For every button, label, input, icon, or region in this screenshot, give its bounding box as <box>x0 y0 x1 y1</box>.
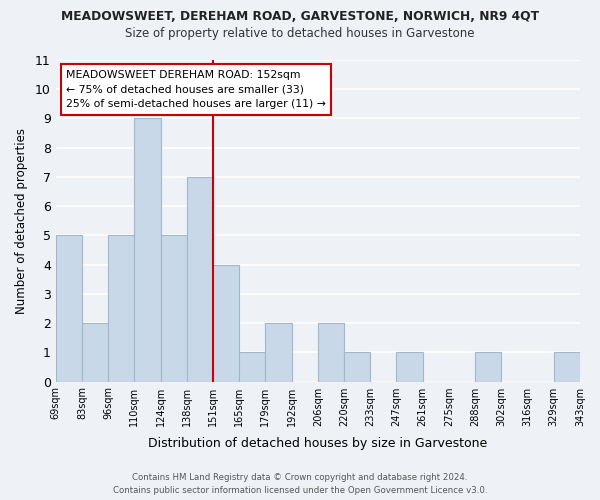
Bar <box>475 352 502 382</box>
Bar <box>239 352 265 382</box>
Text: Contains HM Land Registry data © Crown copyright and database right 2024.
Contai: Contains HM Land Registry data © Crown c… <box>113 474 487 495</box>
X-axis label: Distribution of detached houses by size in Garvestone: Distribution of detached houses by size … <box>148 437 487 450</box>
Bar <box>108 236 134 382</box>
Text: MEADOWSWEET, DEREHAM ROAD, GARVESTONE, NORWICH, NR9 4QT: MEADOWSWEET, DEREHAM ROAD, GARVESTONE, N… <box>61 10 539 23</box>
Text: MEADOWSWEET DEREHAM ROAD: 152sqm
← 75% of detached houses are smaller (33)
25% o: MEADOWSWEET DEREHAM ROAD: 152sqm ← 75% o… <box>66 70 326 109</box>
Y-axis label: Number of detached properties: Number of detached properties <box>15 128 28 314</box>
Bar <box>134 118 161 382</box>
Bar <box>82 323 108 382</box>
Bar <box>161 236 187 382</box>
Bar <box>344 352 370 382</box>
Bar <box>213 264 239 382</box>
Bar <box>554 352 580 382</box>
Bar <box>56 236 82 382</box>
Bar <box>318 323 344 382</box>
Bar <box>187 177 213 382</box>
Text: Size of property relative to detached houses in Garvestone: Size of property relative to detached ho… <box>125 28 475 40</box>
Bar <box>397 352 423 382</box>
Bar <box>265 323 292 382</box>
